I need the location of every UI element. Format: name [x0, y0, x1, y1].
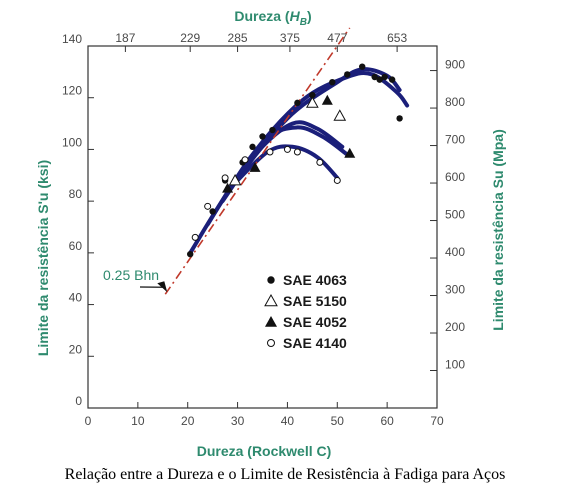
- legend-marker-sae-4063: [267, 276, 275, 284]
- y-tick-label: 140: [62, 32, 82, 46]
- y-axis-right-title: Limite da resistência Su (Mpa): [490, 129, 506, 331]
- y-tick-label: 80: [69, 187, 83, 201]
- reference-line-label: 0.25 Bhn: [103, 267, 159, 283]
- reference-line-group: 0.25 Bhn: [103, 27, 351, 295]
- x-tick-label: 10: [131, 414, 145, 428]
- top-tick-label: 653: [387, 31, 407, 45]
- sae-4140-point: [266, 148, 274, 156]
- reference-line: [164, 27, 351, 295]
- trend-curve-4: [225, 125, 350, 196]
- plot-border: [87, 45, 438, 409]
- sae-4063-point: [359, 63, 366, 70]
- legend-marker-sae-4052: [265, 316, 277, 327]
- trend-curve-1: [188, 67, 402, 255]
- sae-4063-point: [376, 76, 383, 83]
- x-tick-label: 30: [231, 414, 245, 428]
- right-tick-label: 700: [445, 133, 465, 147]
- sae-5150-point: [333, 109, 347, 121]
- sae-4052-point: [321, 94, 333, 105]
- legend-label-sae-4063: SAE 4063: [283, 272, 347, 288]
- right-tick-label: 300: [445, 283, 465, 297]
- top-tick-label: 229: [180, 31, 200, 45]
- trend-curves: [188, 67, 410, 255]
- sae-4140-point: [316, 158, 324, 166]
- figure-caption: Relação entre a Dureza e o Limite de Res…: [64, 466, 506, 483]
- sae-4063-point: [294, 99, 301, 107]
- sae-4063-point: [249, 143, 256, 151]
- sae-4063-point: [209, 208, 216, 215]
- trend-curve-5: [230, 144, 340, 188]
- top-tick-label: 187: [115, 31, 135, 45]
- y-axis-left-title: Limite da resistência S'u (ksi): [35, 160, 51, 356]
- legend-label-sae-5150: SAE 5150: [283, 293, 347, 309]
- data-markers: [187, 63, 403, 258]
- top-axis-title: Dureza (HB): [234, 8, 311, 28]
- trend-curve-2: [205, 70, 410, 227]
- y-tick-label: 120: [62, 84, 82, 98]
- y-tick-label: 40: [69, 291, 83, 305]
- sae-4063-point: [371, 73, 378, 81]
- legend-label-sae-4052: SAE 4052: [283, 314, 347, 330]
- legend-label-sae-4140: SAE 4140: [283, 335, 347, 351]
- sae-4140-point: [241, 156, 249, 164]
- sae-4063-point: [396, 115, 403, 122]
- x-axis-title: Dureza (Rockwell C): [197, 443, 332, 459]
- y-tick-label: 60: [69, 239, 83, 253]
- sae-4063-point: [329, 79, 336, 86]
- right-tick-label: 200: [445, 320, 465, 334]
- legend: SAE 4063 SAE 5150 SAE 4052 SAE 4140: [264, 272, 347, 351]
- sae-4140-point: [283, 145, 291, 153]
- sae-4063-point: [259, 133, 266, 140]
- right-tick-label: 400: [445, 245, 465, 259]
- annotation-arrowhead: [157, 281, 168, 293]
- sae-5150-point: [306, 96, 319, 108]
- sae-4140-point: [191, 233, 199, 241]
- right-tick-label: 100: [445, 358, 465, 372]
- sae-4140-point: [293, 148, 301, 156]
- sae-4140-point: [333, 176, 341, 184]
- sae-4063-point: [309, 91, 316, 99]
- legend-marker-sae-4140: [267, 339, 275, 347]
- sae-4063-point: [344, 71, 351, 78]
- legend-marker-sae-5150: [264, 293, 278, 307]
- top-tick-label: 285: [228, 31, 248, 45]
- sae-4052-point: [249, 162, 261, 172]
- sae-5150-point: [228, 173, 242, 186]
- sae-4063-point: [187, 250, 194, 258]
- right-tick-label: 500: [445, 208, 465, 222]
- right-tick-label: 600: [445, 170, 465, 184]
- x-tick-label: 50: [331, 414, 345, 428]
- top-tick-label: 375: [280, 31, 300, 45]
- x-tick-label: 40: [281, 414, 295, 428]
- x-tick-label: 60: [380, 414, 394, 428]
- x-tick-label: 20: [181, 414, 195, 428]
- sae-4140-point: [221, 174, 229, 182]
- top-tick-label: 477: [327, 31, 347, 45]
- plot-frame: [87, 45, 438, 409]
- sae-4063-point: [388, 76, 396, 83]
- sae-4063-point: [381, 73, 388, 81]
- y-tick-label: 100: [62, 135, 82, 149]
- right-tick-label: 800: [445, 95, 465, 109]
- sae-4052-point: [222, 182, 234, 193]
- sae-4052-point: [344, 147, 356, 158]
- sae-4140-point: [204, 202, 212, 210]
- x-tick-label: 0: [85, 414, 92, 428]
- sae-4063-point: [269, 126, 276, 134]
- y-tick-label: 20: [69, 342, 83, 356]
- y-tick-label: 0: [75, 394, 82, 408]
- right-tick-label: 900: [445, 58, 465, 72]
- x-tick-label: 70: [430, 414, 444, 428]
